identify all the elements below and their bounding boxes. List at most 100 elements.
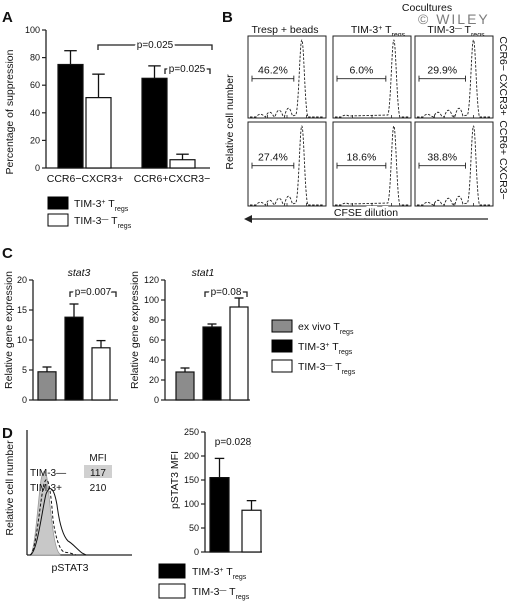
a-bar-1-1 [57,63,84,169]
panel-d-bar-chart: pSTAT3 MFI 0 50 100 150 200 250 p=0.028 TIM-3… [158,427,262,601]
b-histogram-curve-1-1 [250,39,324,118]
b-histogram-frame-2-3 [414,121,494,207]
b-percentage-2-1: 27.4% [258,152,288,164]
b-histogram-curve-1-2 [335,39,409,118]
c2-bar-1 [175,371,195,401]
d-legend-label-1: TIM-3+ Tregs [192,566,247,581]
watermark-text: © WILEY [418,11,490,27]
a-bar-2-1 [141,77,168,169]
a-y-tick-label: 100 [25,25,40,35]
a-legend-swatch-2 [47,213,69,227]
d-legend-swatch-1 [158,563,186,579]
a-category-label-2: CCR6+CXCR3− [134,173,210,185]
b-gate-2-2 [336,162,387,169]
c2-y-tick-label: 60 [149,335,159,345]
d2-y-axis-label: pSTAT3 MFI [169,451,181,509]
c2-y-axis-label: Relative gene expression [129,271,141,389]
c2-bar-2 [202,326,222,401]
a-bracket-1 [97,44,213,50]
d2-y-tick-label: 50 [189,523,199,533]
c-legend-label-3: TIM-3— Tregs [298,361,356,376]
b-histogram-frame-1-1 [247,35,327,119]
d1-isotype-histogram [29,471,61,556]
a-legend-label-1: TIM-3+ Tregs [74,198,129,213]
a-y-tick-label: 80 [30,53,40,63]
panel-label-a: A [2,9,13,26]
a-bar-2-2 [169,159,196,169]
a-pvalue-1: p=0.025 [137,40,174,51]
b-x-axis-label: CFSE dilution [334,207,398,219]
d1-row-label-1: TIM-3— [30,468,66,479]
panel-c-stat1-chart: stat1 Relative gene expression 0 20 40 60 80… [129,267,356,405]
a-y-tick-label: 60 [30,80,40,90]
d1-mfi-value-1: 117 [90,468,106,479]
b-histogram-frame-1-3 [414,35,494,119]
d1-y-axis-label: Relative cell number [4,440,16,536]
a-y-tick-label: 20 [30,135,40,145]
b-percentage-1-3: 29.9% [427,65,457,77]
c2-bar-3 [229,306,249,401]
panel-label-d: D [2,425,13,442]
panel-a-chart: Percentage of suppression 0 20 40 60 80 100 C… [4,25,213,230]
d2-bar-1 [209,477,230,553]
panel-b-histograms: Cocultures Tresp + beads TIM-3+ Tregs TI… [224,2,509,223]
b-column-label-3: TIM-3— Tregs [427,24,485,39]
c2-y-tick-label: 120 [144,275,159,285]
c1-bar-2 [64,316,84,401]
d2-y-tick-label: 0 [194,547,199,557]
panel-label-c: C [2,245,13,262]
b-histogram-curve-1-3 [417,39,491,118]
b-gate-1-1 [251,75,295,82]
b-histogram-curve-2-2 [335,125,409,206]
b-y-axis-label: Relative cell number [224,74,236,170]
b-histogram-frame-2-2 [332,121,412,207]
a-y-tick-label: 0 [35,163,40,173]
a-pvalue-2: p=0.025 [169,64,206,75]
c1-bracket [69,291,117,297]
b-column-label-2: TIM-3+ Tregs [351,24,406,39]
b-gate-1-2 [336,75,387,82]
d-legend-swatch-2 [158,583,186,599]
b-header: Cocultures [402,2,452,14]
a-y-axis-label: Percentage of suppression [4,49,16,174]
c2-y-tick-label: 80 [149,315,159,325]
b-percentage-1-2: 6.0% [349,65,373,77]
d2-y-tick-label: 100 [184,499,199,509]
a-y-tick-label: 40 [30,108,40,118]
c1-pvalue: p=0.007 [75,287,112,298]
d2-bracket [215,441,251,447]
c2-y-tick-label: 0 [154,395,159,405]
d1-mfi-highlight [84,465,112,478]
b-gate-2-1 [251,162,295,169]
c-legend-swatch-2 [271,339,293,353]
d2-pvalue: p=0.028 [215,437,252,448]
c-legend-swatch-1 [271,319,293,333]
c2-y-tick-label: 40 [149,355,159,365]
d1-mfi-value-2: 210 [90,483,107,494]
d2-y-tick-label: 150 [184,475,199,485]
b-percentage-1-1: 46.2% [258,65,288,77]
c-legend-label-1: ex vivo Tregs [298,321,354,336]
c1-y-tick-label: 15 [17,305,27,315]
a-legend-label-2: TIM-3— Tregs [74,215,132,230]
c1-y-tick-label: 10 [17,335,27,345]
c1-bar-3 [91,347,111,401]
b-arrow-head [244,215,252,223]
d2-y-tick-label: 200 [184,451,199,461]
c1-bar-1 [37,371,57,401]
a-category-label-1: CCR6−CXCR3+ [47,173,123,185]
panel-c-stat3-chart: stat3 Relative gene expression 05101520 … [3,267,118,405]
c2-title: stat1 [192,267,215,279]
c1-y-tick-label: 20 [17,275,27,285]
b-row-label-2: CCR6+ CXCR3− [497,120,509,199]
c2-y-tick-label: 100 [144,295,159,305]
c1-y-axis-label: Relative gene expression [3,271,15,389]
b-histogram-frame-2-1 [247,121,327,207]
b-gate-1-3 [418,75,466,82]
b-row-label-1: CCR6− CXCR3+ [497,36,509,115]
d2-bar-2 [241,509,262,553]
b-histogram-curve-2-1 [250,125,324,206]
d1-x-axis-label: pSTAT3 [52,562,89,574]
a-legend-swatch-1 [47,196,69,210]
